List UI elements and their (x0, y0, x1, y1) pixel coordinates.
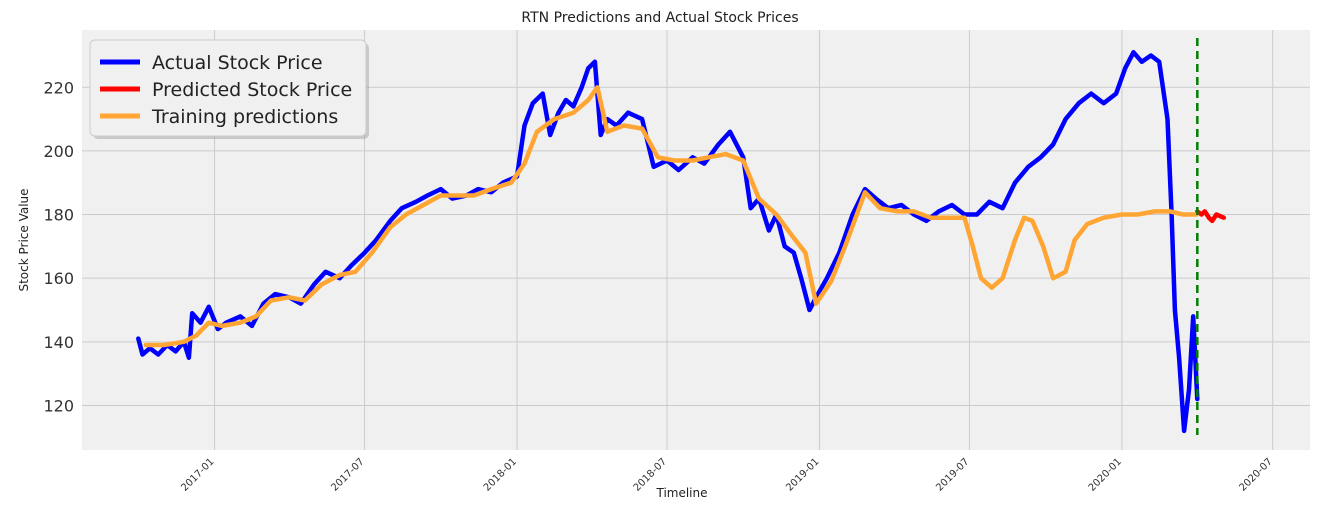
series-line (1195, 209, 1227, 224)
series-line (143, 85, 1199, 348)
legend-box (89, 39, 367, 137)
y-tick-label: 140 (43, 333, 74, 352)
x-axis-label: Timeline (655, 486, 707, 500)
y-axis-label: Stock Price Value (17, 188, 31, 291)
y-tick-label: 220 (43, 78, 74, 97)
y-tick-label: 120 (43, 396, 74, 415)
legend-label: Predicted Stock Price (152, 79, 352, 101)
legend-label: Actual Stock Price (152, 52, 323, 74)
y-tick-label: 160 (43, 269, 74, 288)
y-tick-label: 200 (43, 142, 74, 161)
y-axis: 120 140 160 180 200 220 (43, 78, 74, 415)
series-layer (136, 50, 1227, 434)
legend: Actual Stock Price Predicted Stock Price T… (89, 39, 369, 139)
y-tick-label: 180 (43, 206, 74, 225)
legend-label: Training predictions (151, 106, 338, 128)
chart-title: RTN Predictions and Actual Stock Prices (521, 10, 798, 26)
